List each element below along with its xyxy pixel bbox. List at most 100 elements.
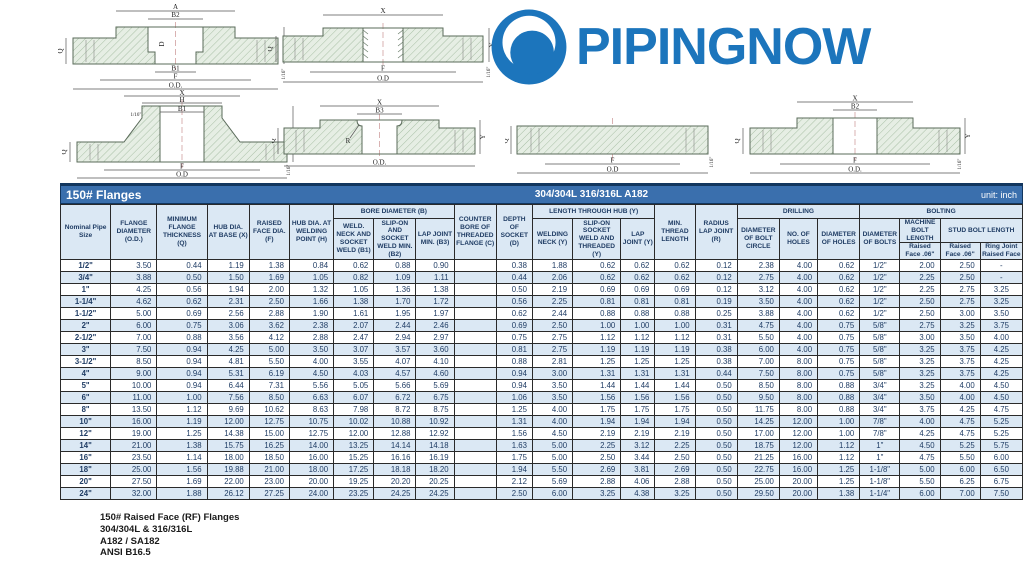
value-cell: 2.25 xyxy=(531,294,574,308)
value-cell: 6.72 xyxy=(373,390,417,404)
value-cell: 4.00 xyxy=(778,258,819,272)
pipe-size-cell: 3" xyxy=(59,342,112,356)
value-cell: 6.00 xyxy=(110,318,158,332)
dim-label-q: Q xyxy=(58,48,65,53)
value-cell: 2.81 xyxy=(531,354,574,368)
value-cell: 0.12 xyxy=(694,258,738,272)
value-cell: 1.44 xyxy=(620,378,656,392)
value-cell: 7/8" xyxy=(859,414,901,428)
value-cell: 1.25 xyxy=(817,474,861,488)
value-cell: 1.06 xyxy=(495,390,533,404)
value-cell: 1.14 xyxy=(156,450,208,464)
value-cell: 0.62 xyxy=(495,306,533,320)
value-cell: 1.75 xyxy=(620,402,656,416)
value-cell: 2.00 xyxy=(899,258,941,272)
table-row: 1/2" 3.50 0.44 1.19 1.38 0.84 0.62 0.88 0.90 0.38… xyxy=(59,258,1024,272)
threaded-flange-drawing: X F O.D Q Y 1/16" xyxy=(268,7,496,83)
value-cell: 1.12 xyxy=(654,330,696,344)
value-cell: 1.69 xyxy=(248,270,290,284)
value-cell: 4.00 xyxy=(899,414,941,428)
table-row: 12" 19.00 1.25 14.38 15.00 12.75 12.00 12.88 12.… xyxy=(59,426,1024,440)
value-cell: 0.90 xyxy=(415,258,455,272)
value-cell: 4.00 xyxy=(939,378,981,392)
value-cell: 2.25 xyxy=(654,438,696,452)
col-header-min-thread: MIN. THREAD LENGTH xyxy=(654,204,696,260)
value-cell: 0.50 xyxy=(694,438,738,452)
value-cell: 3.12 xyxy=(620,438,656,452)
table-row: 8" 13.50 1.12 9.69 10.62 8.63 7.98 8.72 8.75 1.25… xyxy=(59,402,1024,416)
value-cell: 0.94 xyxy=(156,354,208,368)
value-cell: 7.50 xyxy=(979,486,1024,500)
pipingnow-logo: PIPINGNOW xyxy=(490,8,871,86)
value-cell: 3.50 xyxy=(899,390,941,404)
value-cell: 16.00 xyxy=(110,414,158,428)
value-cell: 8.63 xyxy=(288,402,335,416)
value-cell: 0.50 xyxy=(156,270,208,284)
value-cell: 4.38 xyxy=(620,486,656,500)
value-cell: 5.66 xyxy=(373,378,417,392)
value-cell: 0.94 xyxy=(495,378,533,392)
pipe-size-cell: 1-1/2" xyxy=(59,306,112,320)
value-cell: 1.12 xyxy=(817,438,861,452)
value-cell: 4.75 xyxy=(939,414,981,428)
value-cell: 6.07 xyxy=(333,390,375,404)
value-cell: 1.94 xyxy=(495,462,533,476)
value-cell: 5/8" xyxy=(859,366,901,380)
value-cell: 3/4" xyxy=(859,402,901,416)
value-cell: 0.81 xyxy=(572,294,622,308)
value-cell: 0.75 xyxy=(817,318,861,332)
socket-weld-flange-drawing: A B2 D B1 F O.D. Q Y 1/16" xyxy=(58,3,291,90)
value-cell: 1.90 xyxy=(288,306,335,320)
value-cell: 8.50 xyxy=(736,378,780,392)
value-cell: 1.09 xyxy=(373,270,417,284)
dim-label-b1: B1 xyxy=(178,105,187,113)
value-cell: 0.81 xyxy=(495,342,533,356)
col-header-num-holes: NO. OF HOLES xyxy=(778,218,819,260)
value-cell: 4.50 xyxy=(899,438,941,452)
slip-on-flange-drawing: X B2 Q Y F O.D. 1/16" xyxy=(735,95,972,174)
pipe-size-cell: 2-1/2" xyxy=(59,330,112,344)
value-cell xyxy=(453,438,497,452)
value-cell: 0.38 xyxy=(694,342,738,356)
value-cell: 6.00 xyxy=(939,462,981,476)
value-cell: 5.50 xyxy=(248,354,290,368)
table-subtitle: 304/304L 316/316L A182 xyxy=(534,189,649,200)
value-cell: 1.00 xyxy=(817,426,861,440)
value-cell: 4.00 xyxy=(939,390,981,404)
value-cell xyxy=(453,390,497,404)
value-cell: 13.50 xyxy=(110,402,158,416)
value-cell: 1.25 xyxy=(572,354,622,368)
value-cell: 15.25 xyxy=(333,450,375,464)
flange-spec-table: Nominal Pipe Size FLANGE DIAMETER (O.D.)… xyxy=(59,204,1024,500)
value-cell: 16.00 xyxy=(288,450,335,464)
value-cell: 0.50 xyxy=(495,282,533,296)
value-cell: 20.20 xyxy=(373,474,417,488)
value-cell: 0.62 xyxy=(817,294,861,308)
value-cell: 0.69 xyxy=(654,282,696,296)
value-cell: 0.50 xyxy=(694,402,738,416)
value-cell: 0.38 xyxy=(495,258,533,272)
value-cell: 0.25 xyxy=(694,306,738,320)
value-cell: 0.88 xyxy=(620,306,656,320)
value-cell: 2.69 xyxy=(654,462,696,476)
value-cell: 14.00 xyxy=(288,438,335,452)
value-cell xyxy=(453,258,497,272)
value-cell xyxy=(453,330,497,344)
value-cell xyxy=(453,378,497,392)
value-cell: 4.60 xyxy=(415,366,455,380)
value-cell: 1.56 xyxy=(572,390,622,404)
value-cell: 4.00 xyxy=(778,318,819,332)
value-cell: 5.25 xyxy=(939,438,981,452)
value-cell: 1.19 xyxy=(156,414,208,428)
value-cell: 3.44 xyxy=(620,450,656,464)
value-cell: 24.00 xyxy=(288,486,335,500)
value-cell: 16.25 xyxy=(248,438,290,452)
value-cell: 1.72 xyxy=(415,294,455,308)
value-cell: 0.50 xyxy=(694,474,738,488)
value-cell: 1" xyxy=(859,450,901,464)
value-cell: 6.00 xyxy=(979,450,1024,464)
value-cell: 7.56 xyxy=(206,390,250,404)
value-cell: 21.25 xyxy=(736,450,780,464)
value-cell: 21.00 xyxy=(248,462,290,476)
